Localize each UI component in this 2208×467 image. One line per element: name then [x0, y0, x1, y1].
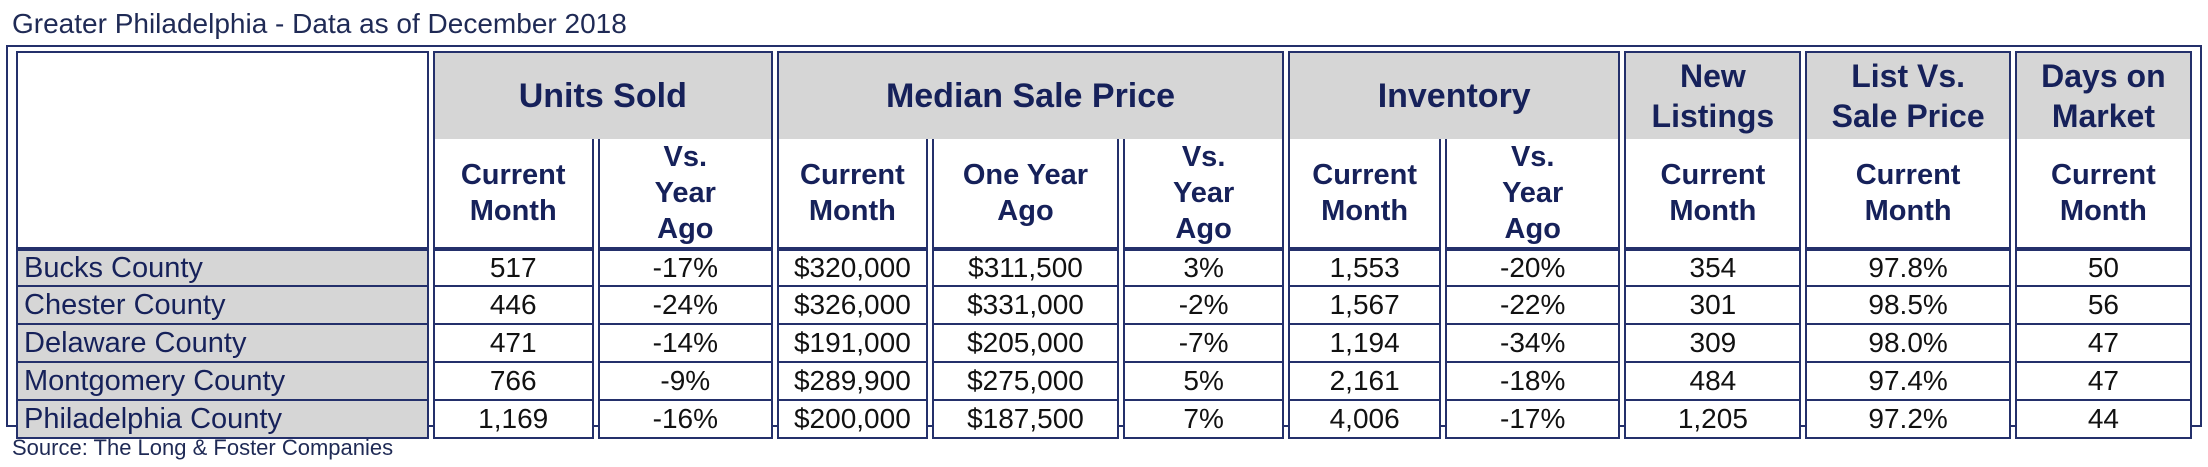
- price-one-year: $187,500: [931, 401, 1120, 439]
- table-row: Delaware County 471 -14% $191,000 $205,0…: [16, 325, 2192, 363]
- subheader-list-vs-sale-current: Current Month: [1805, 139, 2011, 249]
- county-label: Philadelphia County: [16, 401, 429, 439]
- header-list-vs-sale: List Vs. Sale Price: [1805, 51, 2011, 139]
- new-listings-current: 484: [1624, 363, 1802, 401]
- subheader-inventory-vs-year: Vs. Year Ago: [1445, 139, 1621, 249]
- subheader-units-current: Current Month: [432, 139, 594, 249]
- price-vs-year: -2%: [1123, 287, 1285, 325]
- new-listings-current: 354: [1624, 249, 1802, 287]
- table-row: Bucks County 517 -17% $320,000 $311,500 …: [16, 249, 2192, 287]
- header-median-sale-price: Median Sale Price: [776, 51, 1285, 139]
- table-row: Philadelphia County 1,169 -16% $200,000 …: [16, 401, 2192, 439]
- corner-cell: [16, 51, 429, 249]
- units-vs-year: -17%: [597, 249, 773, 287]
- new-listings-current: 1,205: [1624, 401, 1802, 439]
- market-stats-table: Units Sold Median Sale Price Inventory N…: [12, 51, 2196, 439]
- dom-current: 47: [2014, 363, 2192, 401]
- list-vs-sale-current: 98.5%: [1805, 287, 2011, 325]
- units-vs-year: -9%: [597, 363, 773, 401]
- dom-current: 50: [2014, 249, 2192, 287]
- list-vs-sale-current: 97.2%: [1805, 401, 2011, 439]
- price-one-year: $331,000: [931, 287, 1120, 325]
- price-vs-year: 7%: [1123, 401, 1285, 439]
- header-units-sold: Units Sold: [432, 51, 773, 139]
- header-new-listings: New Listings: [1624, 51, 1802, 139]
- county-label: Montgomery County: [16, 363, 429, 401]
- price-current: $289,900: [776, 363, 928, 401]
- header-inventory: Inventory: [1288, 51, 1621, 139]
- units-vs-year: -16%: [597, 401, 773, 439]
- new-listings-current: 301: [1624, 287, 1802, 325]
- list-vs-sale-current: 97.8%: [1805, 249, 2011, 287]
- inventory-current: 2,161: [1288, 363, 1442, 401]
- dom-current: 47: [2014, 325, 2192, 363]
- inventory-vs-year: -18%: [1445, 363, 1621, 401]
- inventory-vs-year: -17%: [1445, 401, 1621, 439]
- price-vs-year: 5%: [1123, 363, 1285, 401]
- county-label: Chester County: [16, 287, 429, 325]
- units-vs-year: -24%: [597, 287, 773, 325]
- price-vs-year: 3%: [1123, 249, 1285, 287]
- subheader-dom-current: Current Month: [2014, 139, 2192, 249]
- list-vs-sale-current: 97.4%: [1805, 363, 2011, 401]
- subheader-new-listings-current: Current Month: [1624, 139, 1802, 249]
- units-current: 766: [432, 363, 594, 401]
- inventory-current: 1,553: [1288, 249, 1442, 287]
- dom-current: 56: [2014, 287, 2192, 325]
- table-row: Chester County 446 -24% $326,000 $331,00…: [16, 287, 2192, 325]
- inventory-current: 1,567: [1288, 287, 1442, 325]
- price-one-year: $205,000: [931, 325, 1120, 363]
- price-one-year: $275,000: [931, 363, 1120, 401]
- units-vs-year: -14%: [597, 325, 773, 363]
- price-current: $191,000: [776, 325, 928, 363]
- dom-current: 44: [2014, 401, 2192, 439]
- page-title: Greater Philadelphia - Data as of Decemb…: [12, 8, 627, 39]
- subheader-price-one-year: One Year Ago: [931, 139, 1120, 249]
- subheader-inventory-current: Current Month: [1288, 139, 1442, 249]
- inventory-current: 1,194: [1288, 325, 1442, 363]
- table-row: Montgomery County 766 -9% $289,900 $275,…: [16, 363, 2192, 401]
- subheader-price-vs-year: Vs. Year Ago: [1123, 139, 1285, 249]
- new-listings-current: 309: [1624, 325, 1802, 363]
- inventory-vs-year: -22%: [1445, 287, 1621, 325]
- price-current: $320,000: [776, 249, 928, 287]
- units-current: 1,169: [432, 401, 594, 439]
- subheader-units-vs-year: Vs. Year Ago: [597, 139, 773, 249]
- inventory-vs-year: -20%: [1445, 249, 1621, 287]
- list-vs-sale-current: 98.0%: [1805, 325, 2011, 363]
- units-current: 517: [432, 249, 594, 287]
- units-current: 446: [432, 287, 594, 325]
- county-label: Bucks County: [16, 249, 429, 287]
- price-current: $200,000: [776, 401, 928, 439]
- county-label: Delaware County: [16, 325, 429, 363]
- header-days-on-market: Days on Market: [2014, 51, 2192, 139]
- source-note: Source: The Long & Foster Companies: [12, 435, 394, 460]
- price-one-year: $311,500: [931, 249, 1120, 287]
- price-current: $326,000: [776, 287, 928, 325]
- units-current: 471: [432, 325, 594, 363]
- inventory-current: 4,006: [1288, 401, 1442, 439]
- subheader-price-current: Current Month: [776, 139, 928, 249]
- price-vs-year: -7%: [1123, 325, 1285, 363]
- inventory-vs-year: -34%: [1445, 325, 1621, 363]
